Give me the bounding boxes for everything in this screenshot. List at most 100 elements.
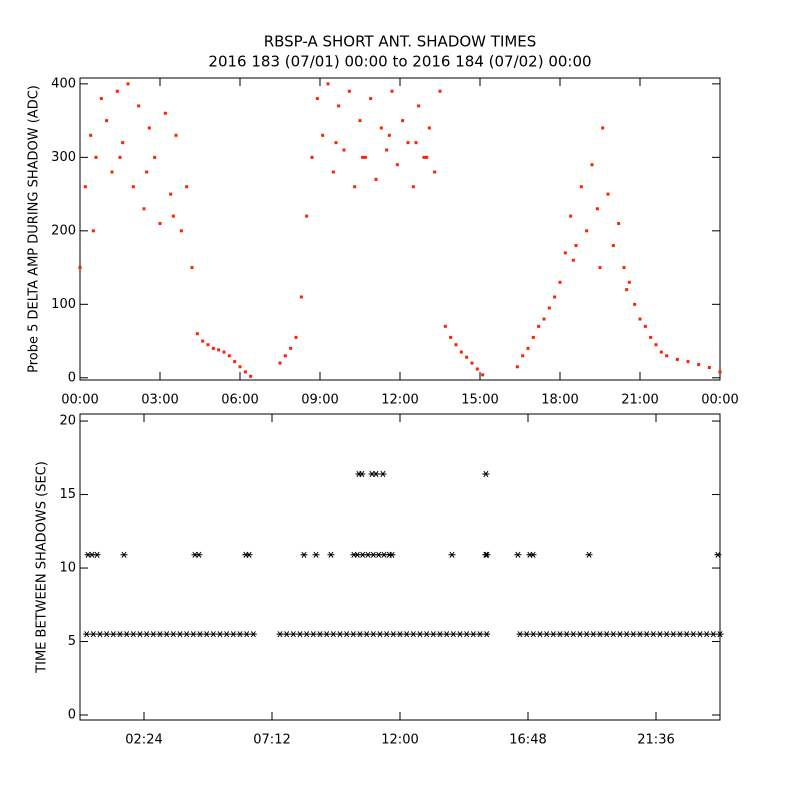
data-point [153, 155, 157, 159]
data-point [537, 324, 541, 328]
data-point [569, 631, 577, 638]
data-point [531, 335, 535, 339]
data-point [129, 631, 137, 638]
data-point [536, 631, 544, 638]
x-tick-label: 21:36 [637, 733, 674, 748]
data-point [516, 631, 524, 638]
x-tick-label: 07:12 [253, 733, 290, 748]
data-point [249, 631, 257, 638]
data-point [116, 631, 124, 638]
data-point [195, 332, 199, 336]
data-point [120, 551, 128, 558]
data-point [427, 126, 431, 130]
data-point [686, 360, 690, 364]
data-point [110, 170, 114, 174]
data-point [278, 361, 282, 365]
x-tick-label: 16:48 [509, 733, 546, 748]
data-point [406, 141, 410, 145]
data-point [353, 185, 357, 189]
y-tick-label: 15 [59, 487, 76, 502]
data-point [469, 631, 477, 638]
data-point [174, 133, 178, 137]
data-point [238, 365, 242, 369]
data-point [676, 631, 684, 638]
data-point [585, 229, 589, 233]
data-point [529, 551, 537, 558]
data-point [379, 126, 383, 130]
data-point [109, 631, 117, 638]
data-point [669, 631, 677, 638]
data-point [243, 631, 251, 638]
data-point [603, 631, 611, 638]
data-point [396, 631, 404, 638]
data-point [289, 631, 297, 638]
data-point [94, 155, 98, 159]
data-point [590, 163, 594, 167]
data-point [643, 631, 651, 638]
data-point [475, 367, 479, 371]
data-point [326, 82, 330, 86]
data-point [196, 631, 204, 638]
data-point [89, 631, 97, 638]
x-tick-label: 18:00 [541, 393, 578, 408]
x-tick-label: 06:00 [221, 393, 258, 408]
data-point [465, 355, 469, 359]
data-point [571, 258, 575, 262]
data-point [171, 214, 175, 218]
data-point [542, 317, 546, 321]
data-point [336, 631, 344, 638]
data-point [553, 295, 557, 299]
data-point [659, 350, 663, 354]
data-point [627, 280, 631, 284]
data-point [714, 551, 722, 558]
data-point [337, 104, 341, 108]
data-point [356, 631, 364, 638]
data-point [342, 148, 346, 152]
data-point [454, 343, 458, 347]
data-point [438, 89, 442, 93]
data-point [169, 631, 177, 638]
x-tick-label: 00:00 [701, 393, 738, 408]
data-point [558, 280, 562, 284]
plot-frame [79, 77, 721, 381]
y-axis-label: TIME BETWEEN SHADOWS (SEC) [35, 461, 50, 674]
data-point [683, 631, 691, 638]
data-point [563, 631, 571, 638]
data-point [387, 133, 391, 137]
data-point [433, 170, 437, 174]
data-point [443, 631, 451, 638]
data-point [526, 346, 530, 350]
y-axis-label: Probe 5 DELTA AMP DURING SHADOW (ADC) [27, 85, 42, 373]
data-point [696, 631, 704, 638]
data-point [321, 133, 325, 137]
data-point [601, 126, 605, 130]
data-point [347, 89, 351, 93]
data-point [707, 366, 711, 370]
data-point [369, 631, 377, 638]
data-point [611, 244, 615, 248]
data-point [589, 631, 597, 638]
data-point [697, 363, 701, 367]
data-point [436, 631, 444, 638]
data-point [449, 631, 457, 638]
data-point [222, 350, 226, 354]
data-point [136, 631, 144, 638]
data-point [209, 631, 217, 638]
data-point [579, 185, 583, 189]
data-point [595, 207, 599, 211]
y-tick-label: 20 [59, 414, 76, 429]
data-point [363, 155, 367, 159]
y-tick-label: 0 [68, 708, 76, 723]
data-point [649, 631, 657, 638]
x-tick-label: 00:00 [61, 393, 98, 408]
data-point [236, 631, 244, 638]
data-point [143, 631, 151, 638]
data-point [96, 631, 104, 638]
data-point [665, 354, 669, 358]
data-point [123, 631, 131, 638]
x-tick-label: 12:00 [381, 733, 418, 748]
data-point [596, 631, 604, 638]
data-point [305, 214, 309, 218]
data-point [185, 185, 189, 189]
data-point [229, 631, 237, 638]
